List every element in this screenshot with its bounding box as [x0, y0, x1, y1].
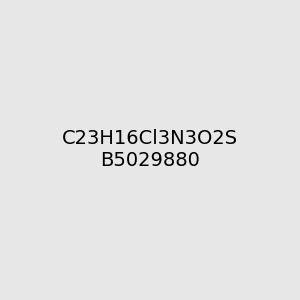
- Text: C23H16Cl3N3O2S
B5029880: C23H16Cl3N3O2S B5029880: [62, 130, 238, 170]
